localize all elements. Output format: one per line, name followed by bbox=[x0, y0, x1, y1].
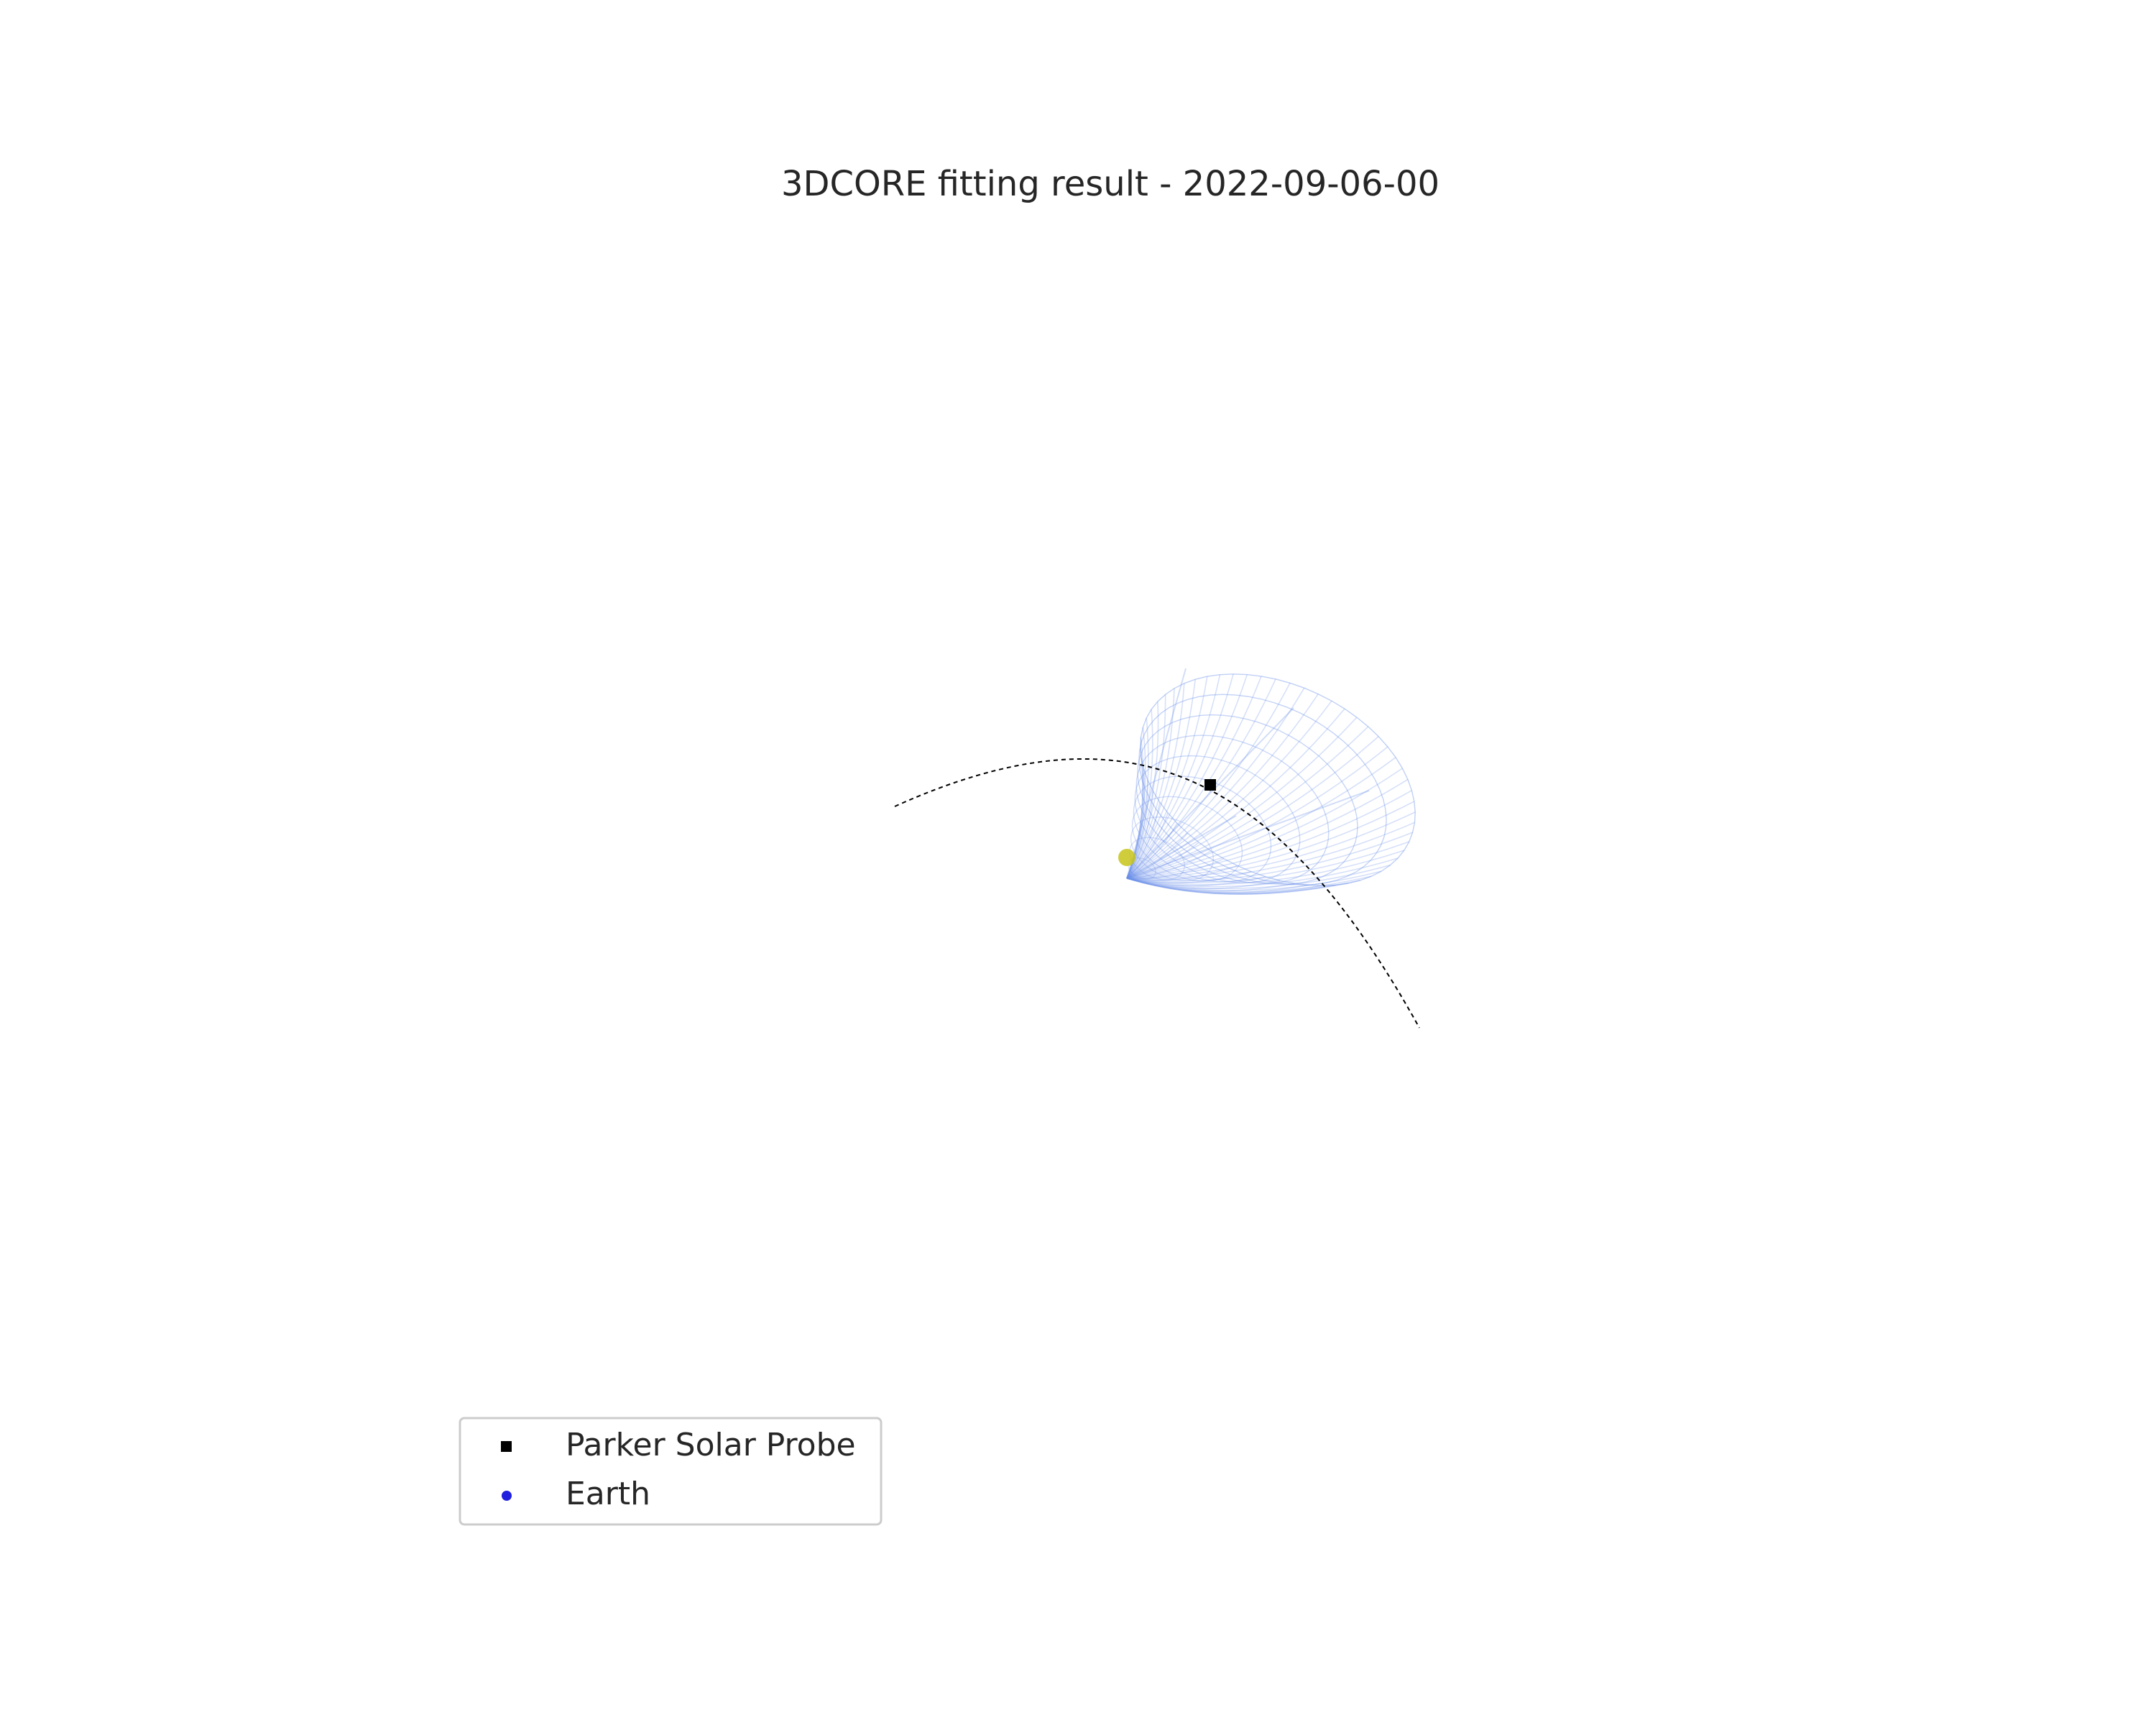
wireframe-line bbox=[1137, 714, 1358, 885]
parker-solar-probe-marker bbox=[1204, 779, 1216, 791]
wireframe-line bbox=[1126, 694, 1166, 879]
wireframe-line bbox=[1126, 708, 1345, 879]
wireframe-line bbox=[1126, 878, 1323, 895]
wireframe-line bbox=[1126, 858, 1225, 880]
wireframe-line bbox=[1126, 682, 1291, 879]
wireframe-line bbox=[1126, 791, 1154, 879]
wireframe-line bbox=[1126, 757, 1396, 879]
wireframe-line bbox=[1126, 865, 1238, 881]
wireframe-line bbox=[1135, 735, 1330, 884]
wireframe-line bbox=[1126, 822, 1415, 880]
wireframe-line bbox=[1126, 674, 1221, 879]
wireframe-line bbox=[1126, 768, 1403, 879]
wireframe-line bbox=[1126, 688, 1175, 879]
wireframe-line bbox=[1126, 875, 1266, 887]
wireframe-line bbox=[1126, 871, 1252, 884]
wireframe-line bbox=[1126, 736, 1379, 879]
wireframe-line bbox=[1126, 812, 1169, 879]
wireframe-line bbox=[1126, 707, 1294, 879]
wireframe-line bbox=[1126, 778, 1409, 879]
wireframe-line bbox=[1126, 676, 1208, 879]
wireframe-line bbox=[1126, 683, 1185, 879]
wireframe-line bbox=[1126, 673, 1234, 879]
wireframe-line bbox=[1126, 700, 1332, 879]
legend-box bbox=[459, 1417, 883, 1526]
trajectory-line bbox=[894, 758, 1420, 1029]
wireframe-line bbox=[1126, 758, 1144, 879]
wireframe-line bbox=[1126, 694, 1319, 879]
wireframe-line bbox=[1126, 790, 1412, 879]
wireframe-line bbox=[1129, 837, 1185, 880]
wireframe-line bbox=[1126, 790, 1370, 879]
wireframe-line bbox=[1126, 769, 1146, 879]
wireframe-line bbox=[1126, 717, 1358, 879]
wireframe-line bbox=[1126, 878, 1360, 894]
legend-marker-earth bbox=[502, 1491, 512, 1501]
wireframe-line bbox=[1126, 802, 1161, 879]
wireframe-line bbox=[1134, 755, 1301, 883]
wireframe-line bbox=[1126, 746, 1388, 879]
wireframe-line bbox=[1126, 870, 1382, 891]
wireframe-line bbox=[1126, 678, 1276, 879]
wireframe-line bbox=[1126, 878, 1281, 890]
wireframe-line bbox=[1126, 864, 1391, 890]
wireframe-line bbox=[1140, 673, 1416, 886]
legend-label-psp: Parker Solar Probe bbox=[566, 1427, 856, 1463]
wireframe-line bbox=[1126, 726, 1369, 879]
wireframe-line bbox=[1126, 832, 1413, 882]
wireframe-line bbox=[1126, 850, 1212, 879]
wireframe-line bbox=[1126, 676, 1262, 879]
chart-title: 3DCORE fitting result - 2022-09-06-00 bbox=[781, 164, 1439, 204]
wireframe-line bbox=[1126, 850, 1405, 886]
wireframe-line bbox=[1126, 801, 1415, 879]
wireframe-line bbox=[1126, 878, 1295, 892]
wireframe-line bbox=[1126, 842, 1199, 879]
wireframe-line bbox=[1126, 687, 1305, 879]
wireframe-line bbox=[1126, 878, 1349, 895]
wireframe-line bbox=[1126, 841, 1410, 883]
legend: Parker Solar Probe Earth bbox=[459, 1417, 883, 1526]
sun-marker bbox=[1118, 849, 1135, 866]
wireframe-line bbox=[1126, 668, 1187, 879]
wireframe-line bbox=[1126, 857, 1399, 888]
wireframe-line bbox=[1138, 694, 1387, 886]
wireframe-line bbox=[1126, 674, 1248, 879]
wireframe-line bbox=[1126, 832, 1188, 879]
wireframe-line bbox=[1126, 815, 1237, 879]
wireframe-line bbox=[1126, 878, 1336, 895]
wireframe-line bbox=[1130, 816, 1215, 881]
wireframe-line bbox=[1131, 796, 1243, 882]
wireframe-line bbox=[1126, 679, 1196, 879]
wireframe-line bbox=[1133, 776, 1272, 883]
wireframe-line bbox=[1126, 822, 1178, 879]
wireframe-line bbox=[1126, 780, 1148, 879]
wireframe-line bbox=[1126, 875, 1372, 893]
legend-marker-psp bbox=[501, 1441, 512, 1452]
legend-label-earth: Earth bbox=[566, 1476, 650, 1512]
flux-rope-wireframe bbox=[1126, 668, 1416, 895]
wireframe-line bbox=[1126, 878, 1309, 893]
wireframe-line bbox=[1126, 811, 1416, 880]
